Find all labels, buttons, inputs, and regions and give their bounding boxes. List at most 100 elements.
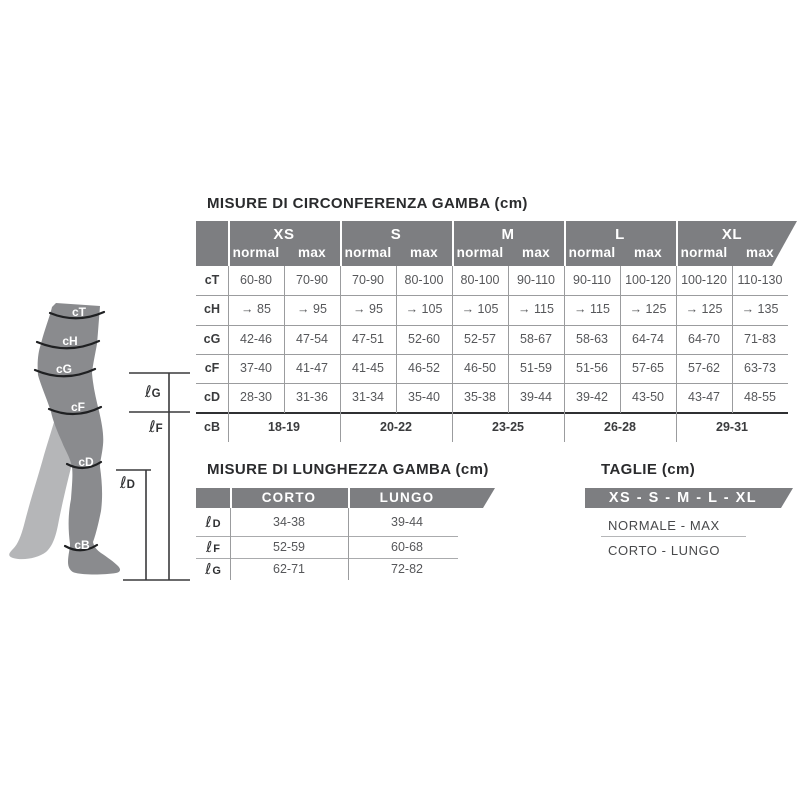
grid-line-vertical [676, 266, 677, 442]
len-cell: 60-68 [391, 540, 423, 554]
table-cell: 51-56 [576, 360, 608, 375]
header-separator [340, 221, 342, 266]
header-separator [230, 488, 232, 508]
band-label-cG: cG [56, 362, 72, 376]
grid-line-horizontal [196, 295, 788, 297]
band-cD [65, 460, 103, 470]
table-cell: 39-44 [520, 390, 552, 405]
table-cell: 60-80 [240, 273, 272, 287]
circ-body: cT 60-80 70-90 70-90 80-100 80-100 90-110 90-11… [196, 266, 788, 442]
table-cell: 28-30 [240, 390, 272, 405]
len-row-label-ell: ℓ [205, 560, 212, 578]
table-cell: 43-47 [688, 390, 720, 405]
band-cG [33, 367, 97, 378]
row-label: cD [204, 390, 220, 405]
len-cell: 52-59 [273, 540, 305, 554]
header-separator [564, 221, 566, 266]
table-cell: 80-100 [460, 273, 500, 287]
grid-line-horizontal [196, 383, 788, 385]
table-cell: 80-100 [404, 273, 444, 287]
header-separator [348, 488, 350, 508]
span-cell: 23-25 [492, 419, 524, 434]
len-row-label-ell: ℓ [206, 538, 213, 556]
length-table-title: MISURE DI LUNGHEZZA GAMBA (cm) [207, 461, 489, 478]
size-subheader: normal [456, 245, 504, 260]
band-cT [48, 310, 106, 320]
span-cell: 26-28 [604, 419, 636, 434]
len-row-label-letter: F [213, 543, 220, 555]
table-cell: 52-60 [408, 331, 440, 346]
length-table: CORTO LUNGO ℓD 34-38 39-44 ℓF 52-59 60-68 ℓG 62-… [196, 488, 495, 580]
leg-front-silhouette [37, 303, 121, 575]
len-column-header: CORTO [261, 490, 317, 505]
size-header: XL [721, 226, 743, 243]
len-row-label-letter: D [212, 518, 221, 530]
band-cB [63, 543, 99, 552]
len-cell: 34-38 [273, 515, 305, 529]
grid-line-vertical [348, 508, 349, 580]
size-header: XS [273, 226, 295, 243]
size-subheader: max [298, 245, 326, 260]
table-cell: 64-70 [688, 331, 720, 346]
table-cell: → 95 [353, 302, 383, 317]
len-cell: 39-44 [391, 515, 423, 529]
table-cell: 39-42 [576, 390, 608, 405]
len-row-label-letter: G [212, 565, 221, 577]
row-label: cB [204, 419, 220, 434]
table-cell: 90-110 [517, 273, 555, 287]
length-label-lG: ℓG [144, 382, 161, 401]
band-label-cT: cT [72, 305, 87, 319]
grid-line-vertical [230, 508, 231, 580]
table-cell: 46-52 [408, 360, 440, 375]
table-cell: 35-38 [464, 390, 496, 405]
taglie-banner-text: XS - S - M - L - XL [608, 490, 758, 506]
table-cell: 100-120 [681, 273, 727, 287]
len-row-label-ell: ℓ [205, 513, 212, 531]
table-cell: 57-65 [632, 360, 664, 375]
table-cell: 41-47 [296, 360, 328, 375]
size-subheader: normal [568, 245, 616, 260]
circ-header: XS S M L XL normal max normal max normal max normal… [196, 221, 797, 266]
table-cell: 47-51 [352, 331, 384, 346]
leg-diagram: cT cH cG cF cD cB ℓG ℓF ℓD [9, 303, 190, 581]
table-cell: → 95 [297, 302, 327, 317]
span-cell: 20-22 [380, 419, 412, 434]
size-subheader: max [746, 245, 774, 260]
grid-line-vertical [564, 266, 565, 442]
table-cell: 31-36 [296, 390, 328, 405]
table-cell: 37-40 [240, 360, 272, 375]
table-cell: 52-57 [464, 331, 496, 346]
table-cell: 48-55 [744, 390, 776, 405]
table-cell: 90-110 [573, 273, 611, 287]
grid-line-vertical [396, 266, 397, 413]
grid-line-vertical [228, 266, 229, 442]
table-cell: → 135 [741, 302, 779, 317]
table-cell: → 125 [629, 302, 667, 317]
taglie-normale-max: NORMALE - MAX [608, 518, 720, 533]
table-cell: 35-40 [408, 390, 440, 405]
size-subheader: max [522, 245, 550, 260]
length-label-lF: ℓF [148, 417, 163, 436]
table-cell: 100-120 [625, 273, 671, 287]
table-cell: 42-46 [240, 331, 272, 346]
band-label-cD: cD [78, 455, 94, 469]
circumference-table: XS S M L XL normal max normal max normal max normal… [196, 221, 797, 442]
taglie-title: TAGLIE (cm) [601, 461, 696, 478]
size-subheader: max [634, 245, 662, 260]
grid-line-vertical [452, 266, 453, 442]
taglie-divider [601, 536, 746, 537]
table-cell: 41-45 [352, 360, 384, 375]
len-cell: 62-71 [273, 562, 305, 576]
taglie-banner: XS - S - M - L - XL [585, 488, 793, 508]
span-cell: 29-31 [716, 419, 748, 434]
len-column-header: LUNGO [379, 490, 435, 505]
table-cell: 64-74 [632, 331, 664, 346]
band-label-cB: cB [74, 538, 90, 552]
len-header: CORTO LUNGO [196, 488, 495, 508]
size-subheader: normal [232, 245, 280, 260]
grid-line-vertical [732, 266, 733, 413]
circumference-table-title: MISURE DI CIRCONFERENZA GAMBA (cm) [207, 195, 528, 212]
table-cell: → 115 [574, 302, 610, 317]
grid-line-vertical [340, 266, 341, 442]
